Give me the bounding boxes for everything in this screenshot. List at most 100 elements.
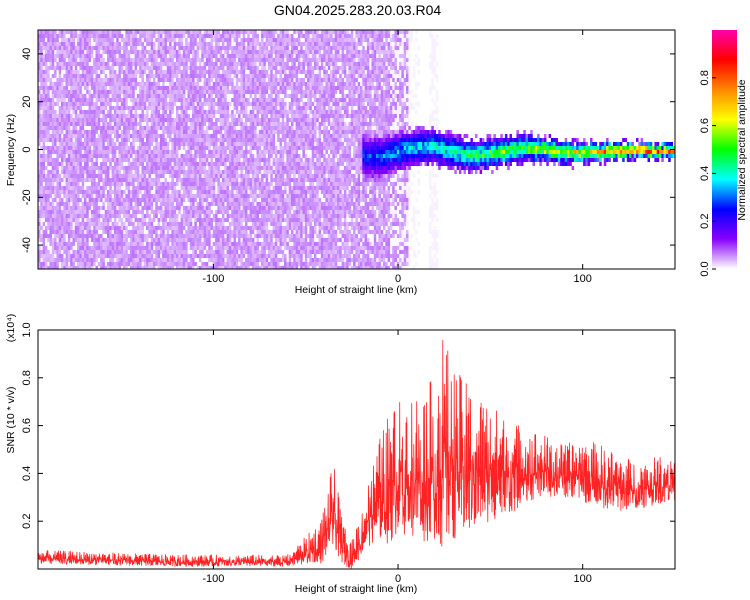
heatmap-cell	[113, 202, 117, 206]
heatmap-cell	[215, 178, 218, 182]
heatmap-cell	[217, 90, 220, 94]
heatmap-cell	[74, 194, 78, 198]
heatmap-cell	[86, 214, 89, 218]
heatmap-cell	[215, 78, 218, 82]
heatmap-cell	[77, 266, 80, 269]
heatmap-cell	[113, 158, 117, 162]
heatmap-cell	[146, 206, 149, 210]
heatmap-cell	[164, 38, 167, 42]
heatmap-cell	[79, 126, 82, 130]
heatmap-cell	[224, 214, 227, 218]
heatmap-cell	[77, 190, 80, 194]
heatmap-cell	[79, 142, 82, 146]
heatmap-cell	[123, 154, 126, 158]
heatmap-cell	[44, 86, 48, 90]
heatmap-cell	[93, 142, 96, 146]
heatmap-cell	[125, 98, 128, 102]
heatmap-cell	[130, 198, 133, 202]
heatmap-cell	[63, 94, 66, 98]
heatmap-cell	[201, 126, 204, 130]
heatmap-cell	[141, 114, 144, 118]
heatmap-cell	[102, 74, 105, 78]
heatmap-cell	[139, 198, 142, 202]
heatmap-cell	[51, 126, 55, 130]
heatmap-cell	[132, 162, 135, 166]
heatmap-cell	[143, 98, 147, 102]
heatmap-cell	[215, 258, 218, 262]
heatmap-cell	[205, 206, 209, 210]
heatmap-cell	[224, 134, 227, 138]
heatmap-cell	[113, 198, 117, 202]
heatmap-cell	[107, 194, 110, 198]
heatmap-cell	[148, 182, 151, 186]
heatmap-cell	[93, 206, 96, 210]
heatmap-cell	[107, 250, 110, 254]
heatmap-cell	[157, 194, 161, 198]
heatmap-cell	[157, 90, 161, 94]
heatmap-cell	[173, 210, 177, 214]
heatmap-cell	[44, 62, 48, 66]
heatmap-cell	[199, 46, 202, 50]
heatmap-cell	[153, 150, 156, 154]
heatmap-cell	[143, 106, 147, 110]
heatmap-cell	[157, 166, 161, 170]
heatmap-cell	[222, 242, 225, 246]
heatmap-cell	[222, 34, 225, 38]
heatmap-cell	[56, 34, 59, 38]
heatmap-cell	[210, 130, 213, 134]
heatmap-cell	[67, 158, 71, 162]
heatmap-cell	[79, 78, 82, 82]
heatmap-cell	[185, 30, 188, 34]
heatmap-cell	[127, 174, 131, 178]
heatmap-cell	[100, 262, 103, 266]
heatmap-cell	[143, 150, 147, 154]
heatmap-cell	[178, 70, 181, 74]
heatmap-cell	[74, 82, 78, 86]
heatmap-cell	[61, 82, 64, 86]
heatmap-cell	[125, 30, 128, 34]
heatmap-cell	[132, 142, 135, 146]
heatmap-cell	[113, 190, 117, 194]
heatmap-cell	[178, 206, 181, 210]
heatmap-cell	[127, 170, 131, 174]
heatmap-cell	[141, 146, 144, 150]
heatmap-cell	[157, 102, 161, 106]
heatmap-cell	[136, 122, 140, 126]
heatmap-cell	[54, 122, 57, 126]
heatmap-cell	[173, 154, 177, 158]
heatmap-cell	[67, 94, 71, 98]
heatmap-cell	[116, 122, 119, 126]
heatmap-cell	[100, 266, 103, 269]
heatmap-cell	[201, 202, 204, 206]
heatmap-cell	[42, 66, 46, 70]
heatmap-cell	[95, 38, 98, 42]
heatmap-cell	[127, 186, 131, 190]
heatmap-cell	[61, 34, 64, 38]
heatmap-cell	[104, 250, 108, 254]
heatmap-cell	[49, 70, 52, 74]
heatmap-cell	[203, 206, 207, 210]
heatmap-cell	[90, 70, 94, 74]
heatmap-cell	[143, 70, 147, 74]
heatmap-cell	[201, 198, 204, 202]
heatmap-cell	[65, 90, 69, 94]
heatmap-cell	[217, 34, 220, 38]
heatmap-cell	[150, 114, 154, 118]
heatmap-cell	[42, 122, 46, 126]
heatmap-cell	[208, 130, 211, 134]
heatmap-cell	[109, 202, 112, 206]
heatmap-cell	[205, 38, 209, 42]
heatmap-cell	[222, 102, 225, 106]
heatmap-cell	[120, 150, 124, 154]
heatmap-cell	[143, 90, 147, 94]
heatmap-cell	[219, 78, 223, 82]
heatmap-cell	[58, 94, 62, 98]
heatmap-cell	[146, 86, 149, 90]
heatmap-cell	[224, 54, 227, 58]
heatmap-cell	[212, 250, 216, 254]
heatmap-cell	[58, 70, 62, 74]
heatmap-cell	[134, 82, 138, 86]
heatmap-cell	[139, 118, 142, 122]
heatmap-cell	[88, 254, 92, 258]
heatmap-cell	[61, 122, 64, 126]
